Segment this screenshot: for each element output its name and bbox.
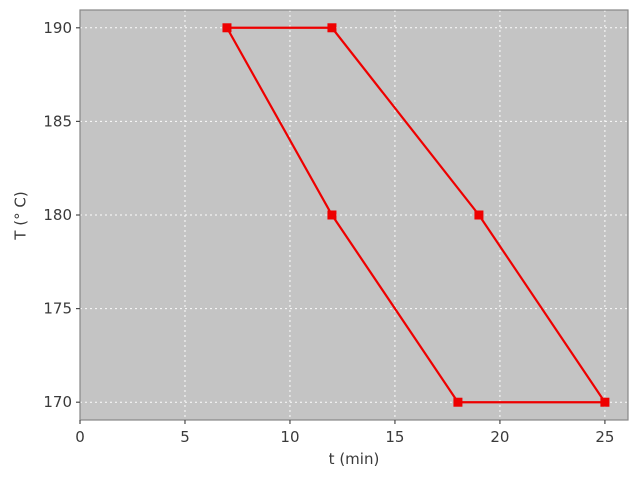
y-tick-label: 185: [43, 112, 72, 130]
data-point-marker: [222, 23, 232, 33]
x-tick-label: 10: [280, 428, 299, 446]
y-axis-label: T (° C): [10, 10, 32, 420]
x-tick-label: 25: [595, 428, 614, 446]
x-axis-label: t (min): [328, 450, 380, 468]
x-tick-label: 0: [75, 428, 85, 446]
x-tick-label: 20: [490, 428, 509, 446]
y-axis-label-text: T (° C): [11, 190, 30, 240]
y-tick-label: 170: [43, 393, 72, 411]
x-tick-label: 15: [385, 428, 404, 446]
y-tick-label: 190: [43, 19, 72, 37]
data-point-marker: [327, 210, 337, 220]
data-point-marker: [453, 397, 463, 407]
y-tick-label: 180: [43, 206, 72, 224]
data-point-marker: [474, 210, 484, 220]
data-point-marker: [600, 397, 610, 407]
x-tick-label: 5: [180, 428, 190, 446]
y-tick-label: 175: [43, 300, 72, 318]
data-point-marker: [327, 23, 337, 33]
